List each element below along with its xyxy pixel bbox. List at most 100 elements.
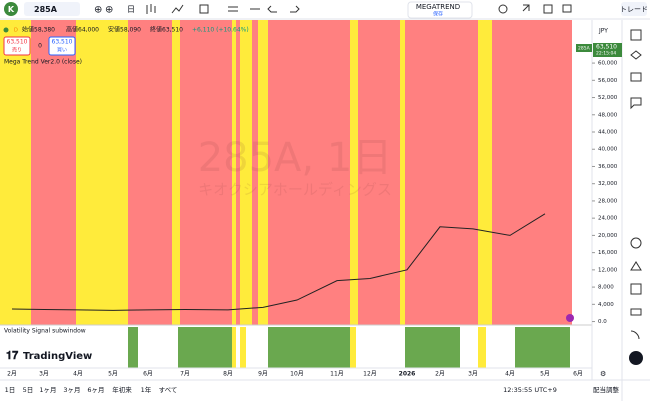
buy-label[interactable]: 買い	[57, 48, 67, 54]
signal-bar	[128, 327, 138, 368]
x-tick-label: 10月	[290, 371, 304, 378]
trade-button[interactable]: トレード	[620, 6, 648, 14]
range-button[interactable]: 1ヶ月	[39, 386, 56, 394]
y-tick-label: 16,000	[598, 250, 618, 256]
x-tick-label: 6月	[143, 371, 153, 378]
signal-band	[240, 20, 252, 325]
range-button[interactable]: 3ヶ月	[63, 386, 80, 394]
clock: 12:35:55 UTC+9	[503, 386, 557, 394]
x-tick-label: 2月	[7, 371, 17, 378]
signal-band	[572, 20, 592, 325]
subwindow-name: Volatility Signal subwindow	[4, 328, 86, 335]
price-line	[11, 213, 546, 311]
range-button[interactable]: 1年	[141, 385, 152, 394]
x-tick-label: 12月	[363, 371, 377, 378]
indicator-name: Mega Trend Ver2.0 (close)	[4, 59, 82, 66]
y-tick-label: 20,000	[598, 233, 618, 239]
range-button[interactable]: 年初来	[112, 385, 132, 394]
x-tick-label: 8月	[223, 371, 233, 378]
signal-band	[358, 20, 400, 325]
range-button[interactable]: 5日	[23, 386, 34, 394]
signal-bar	[268, 327, 350, 368]
signal-band	[180, 20, 232, 325]
sell-label[interactable]: 売り	[12, 47, 22, 54]
buy-price[interactable]: 63,510	[52, 39, 73, 46]
adjust[interactable]: 配当調整	[593, 385, 620, 394]
y-tick-label: 44,000	[598, 130, 618, 136]
x-tick-label: 4月	[73, 371, 83, 378]
signal-bar	[405, 327, 460, 368]
x-tick-label: 7月	[180, 371, 190, 378]
y-tick-label: 60,000	[598, 61, 618, 67]
y-tick-label: 56,000	[598, 78, 618, 84]
sell-price[interactable]: 63,510	[7, 39, 28, 46]
signal-band	[128, 20, 172, 325]
y-tick-label: 40,000	[598, 147, 618, 153]
signal-bar	[240, 327, 246, 368]
signal-band	[492, 20, 572, 325]
price-tag-symbol-bg	[576, 44, 592, 52]
signal-bar	[350, 327, 356, 368]
price-tag-countdown: 22:15:04	[596, 51, 616, 57]
logo[interactable]: K	[8, 5, 15, 14]
y-tick-label: 36,000	[598, 164, 618, 170]
signal-band	[76, 20, 128, 325]
add-symbol[interactable]: ⊕	[94, 5, 102, 16]
signal-band	[252, 20, 258, 325]
signal-band	[268, 20, 350, 325]
signal-band	[258, 20, 268, 325]
range-button[interactable]: 1日	[5, 386, 16, 394]
watermark-name: キオクシアホールディングス	[198, 181, 392, 199]
y-tick-label: 4,000	[598, 302, 614, 308]
legend-open: 始値58,380	[22, 26, 55, 34]
y-tick-label: 8,000	[598, 285, 614, 291]
watermark-title: 285A, 1日	[198, 135, 393, 181]
legend-high: 高値64,000	[66, 26, 99, 34]
legend-change: +6,110 (+10.64%)	[192, 27, 249, 34]
currency[interactable]: JPY	[598, 28, 608, 35]
brand-mark: 𝟏𝟕	[6, 349, 19, 362]
x-tick-label: 4月	[505, 371, 515, 378]
compare[interactable]: ⊕	[105, 5, 113, 16]
symbol[interactable]: 285A	[34, 5, 58, 14]
signal-bar	[515, 327, 570, 368]
signal-band	[31, 20, 76, 325]
sidebar[interactable]	[630, 29, 642, 340]
legend-low: 安値58,090	[108, 26, 141, 34]
legend-close: 終値63,510	[150, 26, 183, 34]
x-tick-label: 3月	[468, 371, 478, 378]
signal-band	[400, 20, 405, 325]
spread: 0	[38, 43, 42, 50]
range-button[interactable]: すべて	[159, 386, 178, 394]
range-button[interactable]: 6ヶ月	[87, 386, 104, 394]
y-tick-label: 32,000	[598, 181, 618, 187]
x-tick-label: 3月	[39, 371, 49, 378]
signal-bar	[478, 327, 486, 368]
x-tick-label: 9月	[258, 371, 268, 378]
x-tick-label: 6月	[573, 371, 583, 378]
x-tick-label: 5月	[108, 371, 118, 378]
x-tick-label: 5月	[540, 371, 550, 378]
signal-band	[232, 20, 236, 325]
price-tag-bg	[593, 43, 622, 57]
signal-band	[405, 20, 478, 325]
signal-band	[478, 20, 492, 325]
axis-settings[interactable]: ⚙	[600, 370, 606, 378]
signal-band	[172, 20, 180, 325]
y-tick-label: 12,000	[598, 267, 618, 273]
x-tick-label: 2月	[435, 371, 445, 378]
signal-bar	[232, 327, 236, 368]
signal-band	[236, 20, 240, 325]
x-tick-label: 2026	[399, 371, 416, 378]
layout-name[interactable]: MEGATREND	[416, 3, 460, 11]
price-tag-price: 63,510	[596, 44, 617, 51]
y-tick-label: 0.0	[598, 319, 607, 325]
y-tick-label: 24,000	[598, 216, 618, 222]
y-tick-label: 28,000	[598, 198, 618, 204]
price-tag-symbol: 285A	[578, 46, 591, 52]
interval[interactable]: 日	[127, 5, 135, 14]
layout-status: 保存	[433, 11, 443, 18]
signal-bar	[178, 327, 232, 368]
